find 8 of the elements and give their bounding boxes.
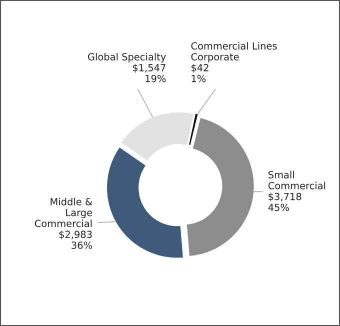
data-label: $1,547 19%	[132, 64, 166, 82]
slice-label: Global Specialty	[88, 52, 166, 62]
slice-label: Middle & Large Commercial	[34, 198, 92, 228]
data-label: $2,983 36%	[59, 230, 92, 249]
slice-label: Small Commercial	[268, 170, 326, 190]
data-label: $3,718 45%	[268, 192, 302, 212]
slice-label: Commercial Lines Corporate	[191, 42, 277, 62]
data-label: $42 1%	[192, 64, 208, 82]
